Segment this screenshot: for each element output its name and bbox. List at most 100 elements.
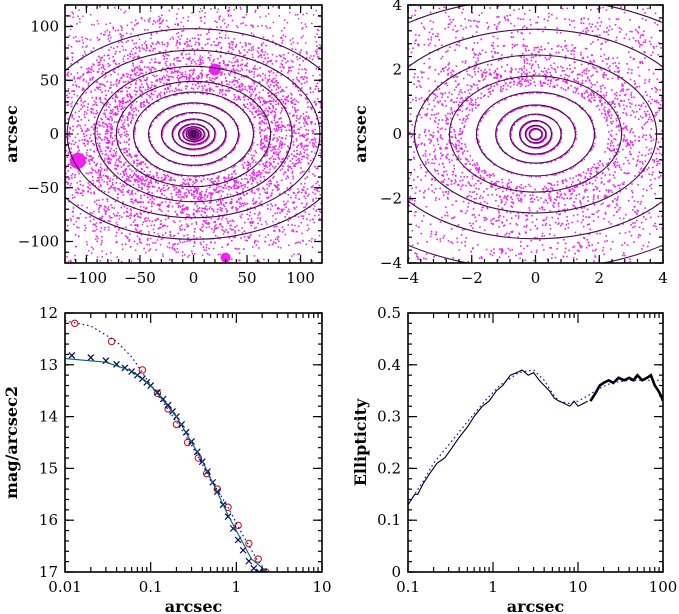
x-tick-label: 0 bbox=[189, 269, 199, 287]
series-line-solid-thick bbox=[589, 373, 663, 402]
x-tick-label: 0.1 bbox=[139, 578, 163, 596]
data-point-cross bbox=[250, 564, 258, 572]
isophote-ellipse bbox=[475, 91, 596, 177]
x-tick-label: 50 bbox=[237, 269, 256, 287]
y-axis-label: Ellipticity bbox=[351, 398, 370, 486]
y-tick-label: −100 bbox=[18, 233, 59, 251]
y-tick-label: 13 bbox=[39, 356, 58, 374]
y-tick-label: 2 bbox=[392, 61, 402, 79]
data-point-cross bbox=[159, 395, 167, 403]
isophote-ellipse bbox=[519, 119, 552, 149]
x-tick-label: 1 bbox=[232, 578, 242, 596]
x-tick-label: 2 bbox=[594, 269, 604, 287]
y-tick-label: 0.1 bbox=[377, 511, 401, 529]
data-point-circle bbox=[254, 555, 262, 563]
isophote-ellipse bbox=[495, 104, 576, 164]
axes-frame bbox=[407, 312, 664, 573]
isophote-ellipse bbox=[160, 111, 227, 157]
data-point-cross bbox=[154, 388, 161, 396]
x-tick-label: 100 bbox=[649, 578, 678, 596]
data-speckle bbox=[408, 5, 663, 263]
isophote-ellipse bbox=[509, 113, 562, 155]
y-tick-label: 14 bbox=[39, 408, 58, 426]
y-tick-label: −50 bbox=[27, 179, 59, 197]
isophote-ellipse bbox=[132, 91, 255, 177]
y-tick-label: 0 bbox=[391, 563, 401, 581]
axes-frame bbox=[407, 4, 664, 264]
isophote-ellipse bbox=[147, 102, 240, 166]
y-tick-label: 0.5 bbox=[377, 304, 401, 322]
y-tick-label: 100 bbox=[30, 18, 59, 36]
data-point-cross bbox=[164, 401, 172, 409]
data-point-circle bbox=[71, 319, 79, 328]
y-tick-label: 4 bbox=[392, 0, 402, 14]
x-tick-label: 0.1 bbox=[396, 578, 420, 596]
isophote-ellipse bbox=[189, 130, 198, 138]
x-tick-label: 10 bbox=[312, 578, 331, 596]
y-tick-label: 0.4 bbox=[377, 356, 401, 374]
x-axis-label: arcsec bbox=[165, 597, 223, 614]
data-point-circle bbox=[153, 389, 162, 397]
data-point-circle bbox=[138, 366, 147, 374]
x-tick-label: 10 bbox=[568, 578, 587, 596]
axes-frame bbox=[64, 4, 323, 264]
y-tick-label: 12 bbox=[39, 304, 58, 322]
isophote-ellipse bbox=[191, 132, 196, 136]
x-tick-label: 0 bbox=[531, 269, 541, 287]
x-axis-label: arcsec bbox=[507, 597, 565, 614]
y-tick-label: −2 bbox=[380, 190, 402, 208]
isophote-ellipse bbox=[190, 131, 197, 137]
y-tick-label: 16 bbox=[39, 511, 58, 529]
y-axis-label: mag/arcsec2 bbox=[2, 386, 21, 499]
data-point-cross bbox=[87, 354, 95, 361]
isophote-ellipse bbox=[448, 75, 623, 193]
isophote-ellipse bbox=[187, 129, 200, 139]
isophote-ellipse bbox=[185, 128, 202, 140]
y-tick-label: 17 bbox=[39, 563, 58, 581]
y-tick-label: 0.2 bbox=[377, 459, 401, 477]
isophote-ellipse bbox=[182, 126, 205, 142]
y-axis-label: arcsec bbox=[351, 105, 370, 163]
panel-ellipticity: 0.1 1 10 10000.10.20.30.40.5arcsecElliptici… bbox=[351, 304, 677, 614]
isophote-ellipse bbox=[408, 28, 663, 240]
y-tick-label: 0 bbox=[392, 125, 402, 143]
x-tick-label: 1 bbox=[488, 578, 498, 596]
plot-area bbox=[65, 319, 270, 572]
y-tick-label: 0.3 bbox=[377, 408, 401, 426]
data-point-circle bbox=[107, 337, 116, 346]
series-line-solid bbox=[65, 358, 268, 572]
panel-contour-wide: −100 −50 0 50 100 −100 −50 0 50 100 arcsec bbox=[2, 4, 323, 287]
isophote-ellipse bbox=[528, 127, 543, 141]
data-point-circle bbox=[245, 539, 253, 548]
x-tick-label: 4 bbox=[658, 269, 668, 287]
panel-contour-zoom: −4 −2 0 2 4 −4 −2 0 2 4 arcsec bbox=[351, 0, 668, 287]
isophote-ellipse bbox=[65, 28, 322, 240]
star-blob bbox=[208, 63, 221, 76]
y-tick-label: −4 bbox=[380, 254, 402, 272]
panel-surface-brightness: 0.01 0.1 1 10 12 13 14 15 16 17 arcsec mag/arcsec2 bbox=[2, 304, 332, 614]
isophote-ellipse bbox=[115, 80, 272, 188]
isophote-ellipse bbox=[94, 65, 293, 203]
x-tick-label: 100 bbox=[286, 269, 315, 287]
star-blob bbox=[69, 152, 86, 169]
axes-frame bbox=[64, 312, 323, 573]
plot-area bbox=[408, 369, 663, 506]
data-point-cross bbox=[68, 352, 76, 359]
data-point-circle bbox=[172, 420, 181, 429]
series-line-solid bbox=[408, 369, 588, 506]
x-tick-label: −2 bbox=[461, 269, 483, 287]
plot-area bbox=[408, 5, 663, 263]
x-tick-label: −50 bbox=[124, 269, 156, 287]
isophote-ellipse bbox=[177, 123, 210, 145]
plot-area bbox=[65, 5, 322, 263]
y-tick-label: 0 bbox=[49, 125, 59, 143]
x-tick-label: −100 bbox=[66, 269, 107, 287]
y-tick-label: 15 bbox=[39, 459, 58, 477]
series-line-dotted bbox=[408, 369, 663, 506]
x-tick-label: 0.01 bbox=[48, 578, 81, 596]
x-tick-label: −4 bbox=[397, 269, 419, 287]
series-line-dotted bbox=[65, 320, 268, 572]
series-crosses bbox=[68, 352, 268, 572]
data-point-cross bbox=[229, 525, 237, 532]
